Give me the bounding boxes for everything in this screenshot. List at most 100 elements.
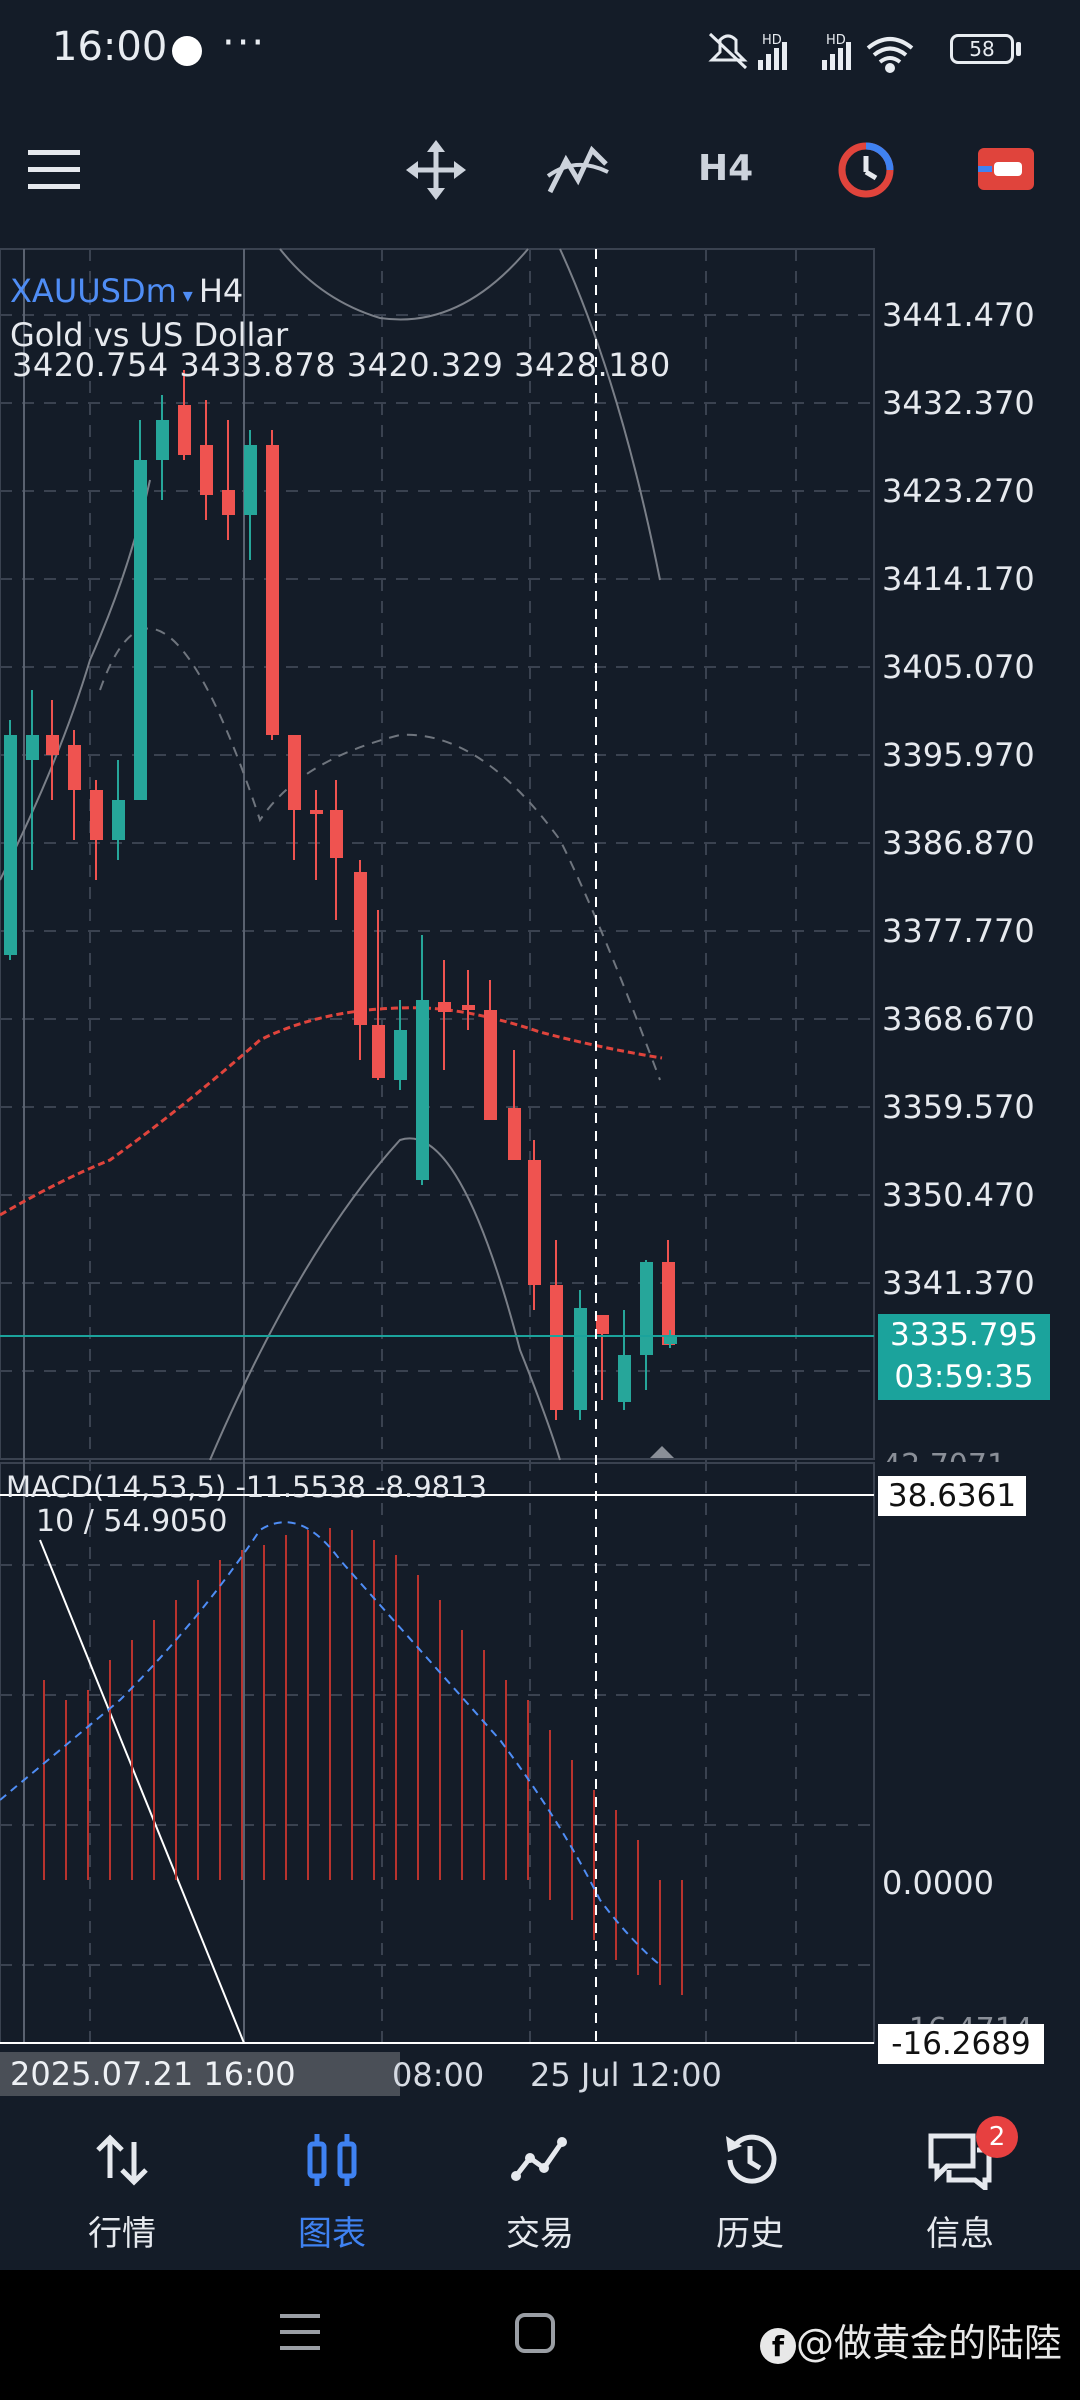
symbol-header[interactable]: XAUUSDm ▾ H4 — [10, 272, 243, 310]
candle-body — [574, 1308, 587, 1410]
price-axis-label: 3441.470 — [882, 296, 1035, 334]
macd-title: MACD(14,53,5) -11.5538 -8.9813 — [6, 1470, 488, 1504]
envelope-upper-line — [559, 248, 661, 581]
candle-body — [26, 735, 39, 760]
main-pane-frame — [0, 248, 875, 1460]
candle-body — [662, 1262, 675, 1345]
chart-icon — [307, 2134, 357, 2186]
candle-body — [266, 445, 279, 735]
chart-timeframe: H4 — [198, 272, 244, 310]
watermark-text: f @做黄金的陆陸 — [760, 2312, 1062, 2367]
nav-history[interactable] — [650, 2130, 850, 2194]
measure-line — [39, 1539, 245, 2044]
nav-trade[interactable] — [440, 2130, 640, 2194]
time-axis-label: 25 Jul 12:00 — [530, 2056, 722, 2094]
one-click-trading-icon[interactable] — [836, 140, 896, 200]
system-home-icon[interactable] — [514, 2312, 556, 2354]
candle-body — [178, 405, 191, 455]
candle-body — [4, 735, 17, 955]
hd-label-1: HD — [762, 33, 782, 48]
nav-trade-label[interactable]: 交易 — [506, 2214, 574, 2254]
chart-toolbar — [0, 100, 1080, 240]
quotes-icon — [96, 2134, 148, 2186]
macd-top-label-hidden: 42.7071 — [882, 1448, 1006, 1462]
current-price: 3335.795 — [890, 1317, 1038, 1353]
price-axis-label: 3423.270 — [882, 472, 1035, 510]
crosshair-move-icon[interactable] — [406, 140, 466, 200]
macd-crosshair-low-label: -16.2689 — [878, 2024, 1044, 2064]
macd-bottom-label-hidden: -16.4714 — [898, 2012, 1033, 2026]
macd-crosshair-high-label: 38.6361 — [878, 1476, 1026, 1516]
candle-body — [134, 460, 147, 800]
candle-body — [550, 1285, 563, 1410]
candle-body — [156, 420, 169, 460]
macd-histogram — [43, 1528, 683, 1995]
bar-countdown: 03:59:35 — [894, 1359, 1034, 1395]
price-axis-label: 3405.070 — [882, 648, 1035, 686]
symbol-dropdown-icon[interactable]: ▾ — [182, 283, 193, 307]
price-axis-label: 3432.370 — [882, 384, 1035, 422]
candle-body — [68, 745, 81, 790]
history-icon — [726, 2134, 777, 2184]
price-axis-label: 3377.770 — [882, 912, 1035, 950]
candles — [4, 370, 677, 1420]
signal-2-icon — [822, 42, 851, 70]
scroll-marker-icon[interactable] — [650, 1446, 674, 1458]
candle-body — [222, 490, 235, 515]
timeframe-button[interactable]: H4 — [698, 148, 754, 189]
nav-messages-label[interactable]: 信息 — [926, 2214, 994, 2254]
macd-zero-label: 0.0000 — [882, 1864, 994, 1902]
candle-body — [112, 800, 125, 840]
battery-tip — [1016, 42, 1021, 56]
candle-body — [640, 1262, 653, 1355]
current-price-tag: 3335.795 03:59:35 — [878, 1314, 1050, 1400]
candle-body — [394, 1030, 407, 1080]
symbol-name[interactable]: XAUUSDm — [10, 272, 177, 310]
envelope-upper-line — [279, 248, 529, 321]
candle-body — [244, 445, 257, 515]
price-axis-label: 3414.170 — [882, 560, 1035, 598]
menu-icon[interactable] — [28, 148, 82, 192]
indicators-icon[interactable] — [546, 142, 610, 198]
time-axis-label: 08:00 — [392, 2056, 485, 2094]
status-icons: HD HD — [708, 32, 914, 73]
nav-chart[interactable] — [232, 2130, 432, 2194]
candle-body — [664, 1336, 677, 1344]
symbol-description: Gold vs US Dollar — [10, 316, 289, 354]
candle-body — [416, 1000, 429, 1180]
candle-body — [200, 445, 213, 495]
unread-badge: 2 — [976, 2116, 1018, 2158]
candle-body — [372, 1025, 385, 1078]
chart-type-icon[interactable] — [978, 148, 1038, 192]
candle-body — [310, 810, 323, 814]
price-axis-label: 3368.670 — [882, 1000, 1035, 1038]
crosshair-time-tooltip: 2025.07.21 16:00 — [0, 2052, 400, 2096]
price-grid — [0, 249, 874, 2043]
nav-messages[interactable] — [860, 2130, 1060, 2194]
wifi-icon — [866, 37, 914, 73]
price-axis-label: 3386.870 — [882, 824, 1035, 862]
bottom-navigation — [0, 2100, 1080, 2270]
more-notifications-icon: ··· — [222, 20, 267, 66]
nav-history-label[interactable]: 历史 — [716, 2214, 784, 2254]
macd-signal-line — [0, 1521, 661, 1966]
nav-quotes-label[interactable]: 行情 — [88, 2214, 156, 2254]
price-axis-label: 3341.370 — [882, 1264, 1035, 1302]
price-axis-label: 3350.470 — [882, 1176, 1035, 1214]
candle-body — [330, 810, 343, 858]
nav-chart-label[interactable]: 图表 — [298, 2214, 366, 2254]
price-axis-label: 3359.570 — [882, 1088, 1035, 1126]
envelope-lower-line — [209, 1137, 561, 1461]
candle-body — [618, 1355, 631, 1402]
candle-body — [528, 1160, 541, 1285]
nav-quotes[interactable] — [22, 2130, 222, 2194]
trade-icon — [511, 2137, 567, 2181]
price-chart[interactable] — [0, 248, 1080, 2048]
candle-body — [484, 1010, 497, 1120]
system-menu-icon[interactable] — [280, 2312, 322, 2352]
candle-body — [508, 1108, 521, 1160]
system-navigation-bar — [0, 2270, 1080, 2400]
facebook-logo-icon: f — [760, 2327, 796, 2364]
macd-cursor-readout: 10 / 54.9050 — [36, 1504, 228, 1539]
qq-notification-icon — [172, 36, 202, 66]
